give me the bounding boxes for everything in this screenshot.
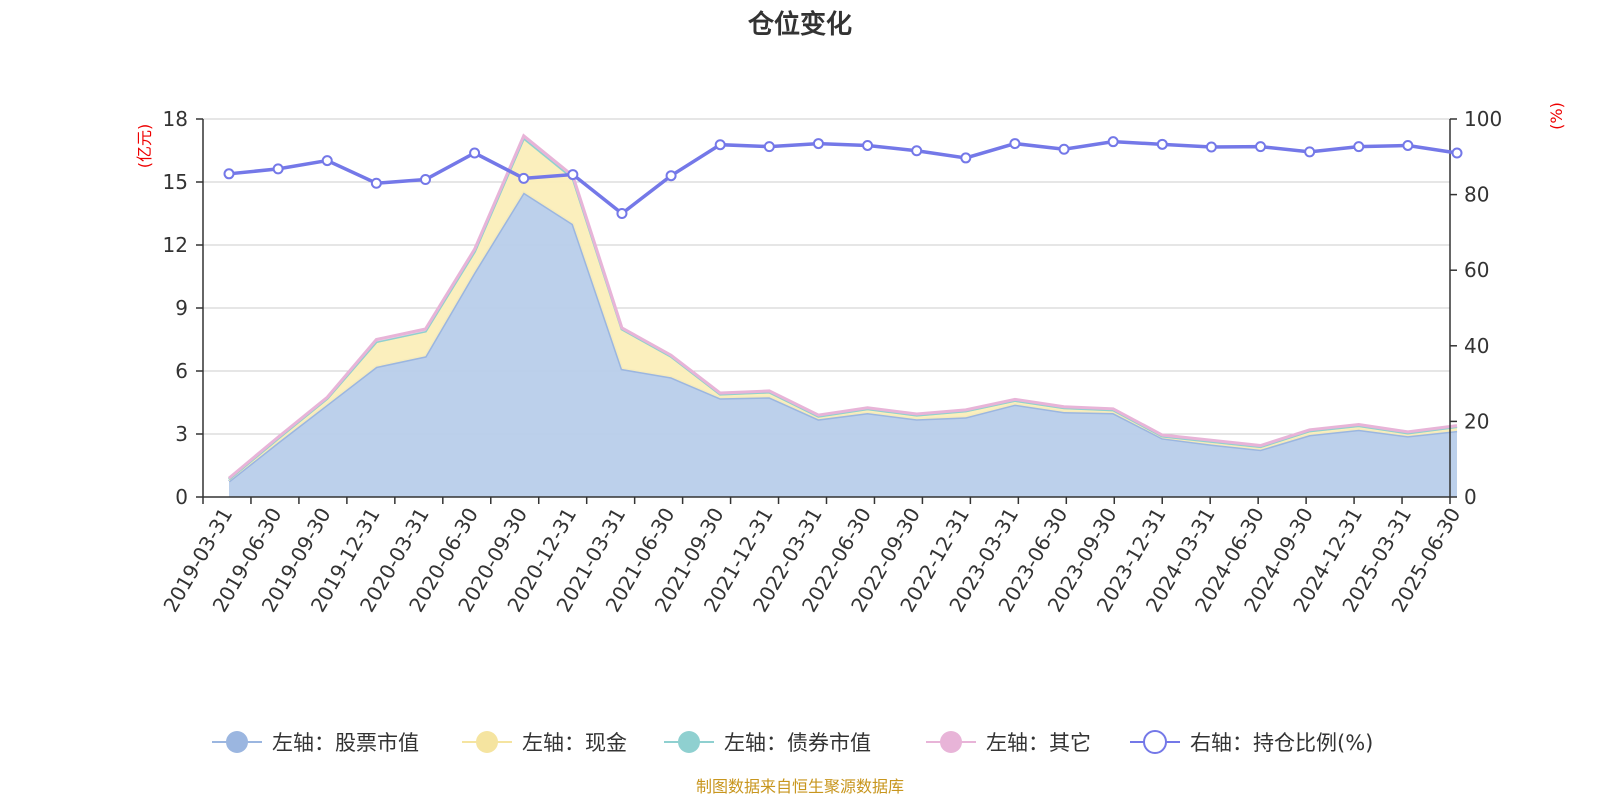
legend-label: 右轴：持仓比例(%)	[1190, 731, 1373, 755]
ratio-point	[1353, 141, 1365, 153]
ratio-point	[1402, 139, 1414, 151]
ratio-point	[370, 177, 382, 189]
ratio-point	[223, 168, 235, 180]
legend-marker	[476, 731, 498, 753]
legend-label: 左轴：现金	[522, 731, 627, 755]
ratio-point	[321, 155, 333, 167]
left-tick-label: 3	[175, 422, 188, 446]
ratio-point	[469, 147, 481, 159]
legend-item[interactable]: 左轴：其它	[926, 731, 1091, 755]
right-tick-label: 100	[1464, 107, 1502, 131]
left-tick-label: 9	[175, 296, 188, 320]
left-tick-label: 12	[163, 233, 188, 257]
ratio-point	[1205, 141, 1217, 153]
legend[interactable]: 左轴：股票市值 左轴：现金 左轴：债券市值 左轴：其它 右轴：持仓比例(%)	[212, 730, 1373, 755]
legend-marker	[226, 731, 248, 753]
ratio-polyline	[228, 139, 1458, 216]
legend-label: 左轴：其它	[986, 731, 1091, 755]
ratio-point	[862, 139, 874, 151]
legend-item[interactable]: 左轴：现金	[462, 731, 627, 755]
right-tick-label: 60	[1464, 258, 1489, 282]
left-tick-label: 0	[175, 485, 188, 509]
left-tick-label: 18	[163, 107, 188, 131]
ratio-point	[1451, 147, 1463, 159]
right-tick-label: 0	[1464, 485, 1477, 509]
stacked-areas	[228, 133, 1458, 497]
ratio-point	[419, 173, 431, 185]
ratio-point	[665, 170, 677, 182]
ratio-point	[960, 152, 972, 164]
ratio-point	[911, 145, 923, 157]
ratio-point	[1009, 138, 1021, 150]
chart-title: 仓位变化	[747, 9, 852, 40]
ratio-point	[1304, 146, 1316, 158]
left-tick-label: 6	[175, 359, 188, 383]
ratio-point	[812, 138, 824, 150]
legend-label: 左轴：债券市值	[724, 731, 871, 755]
legend-item[interactable]: 右轴：持仓比例(%)	[1130, 730, 1373, 755]
right-axis-unit: (%)	[1547, 102, 1566, 130]
ratio-point	[714, 139, 726, 151]
left-axis-unit: (亿元)	[135, 124, 154, 169]
ratio-point	[272, 163, 284, 175]
ratio-point	[1058, 143, 1070, 155]
right-tick-label: 40	[1464, 334, 1489, 358]
ratio-point	[567, 169, 579, 181]
area-line-3	[228, 133, 1458, 480]
legend-marker	[678, 731, 700, 753]
legend-marker	[940, 731, 962, 753]
ratio-point	[763, 141, 775, 153]
legend-label: 左轴：股票市值	[272, 731, 419, 755]
right-tick-label: 20	[1464, 409, 1489, 433]
ratio-point	[1255, 141, 1267, 153]
ratio-point	[616, 208, 628, 219]
ratio-line	[223, 136, 1463, 219]
ratio-point	[1107, 136, 1119, 148]
legend-marker	[1143, 730, 1167, 754]
source-note: 制图数据来自恒生聚源数据库	[696, 777, 904, 796]
ratio-point	[518, 172, 530, 184]
right-tick-label: 80	[1464, 183, 1489, 207]
left-tick-label: 15	[163, 170, 188, 194]
ratio-point	[1156, 138, 1168, 150]
area-0	[229, 192, 1457, 497]
legend-item[interactable]: 左轴：债券市值	[664, 731, 871, 755]
legend-item[interactable]: 左轴：股票市值	[212, 731, 419, 755]
